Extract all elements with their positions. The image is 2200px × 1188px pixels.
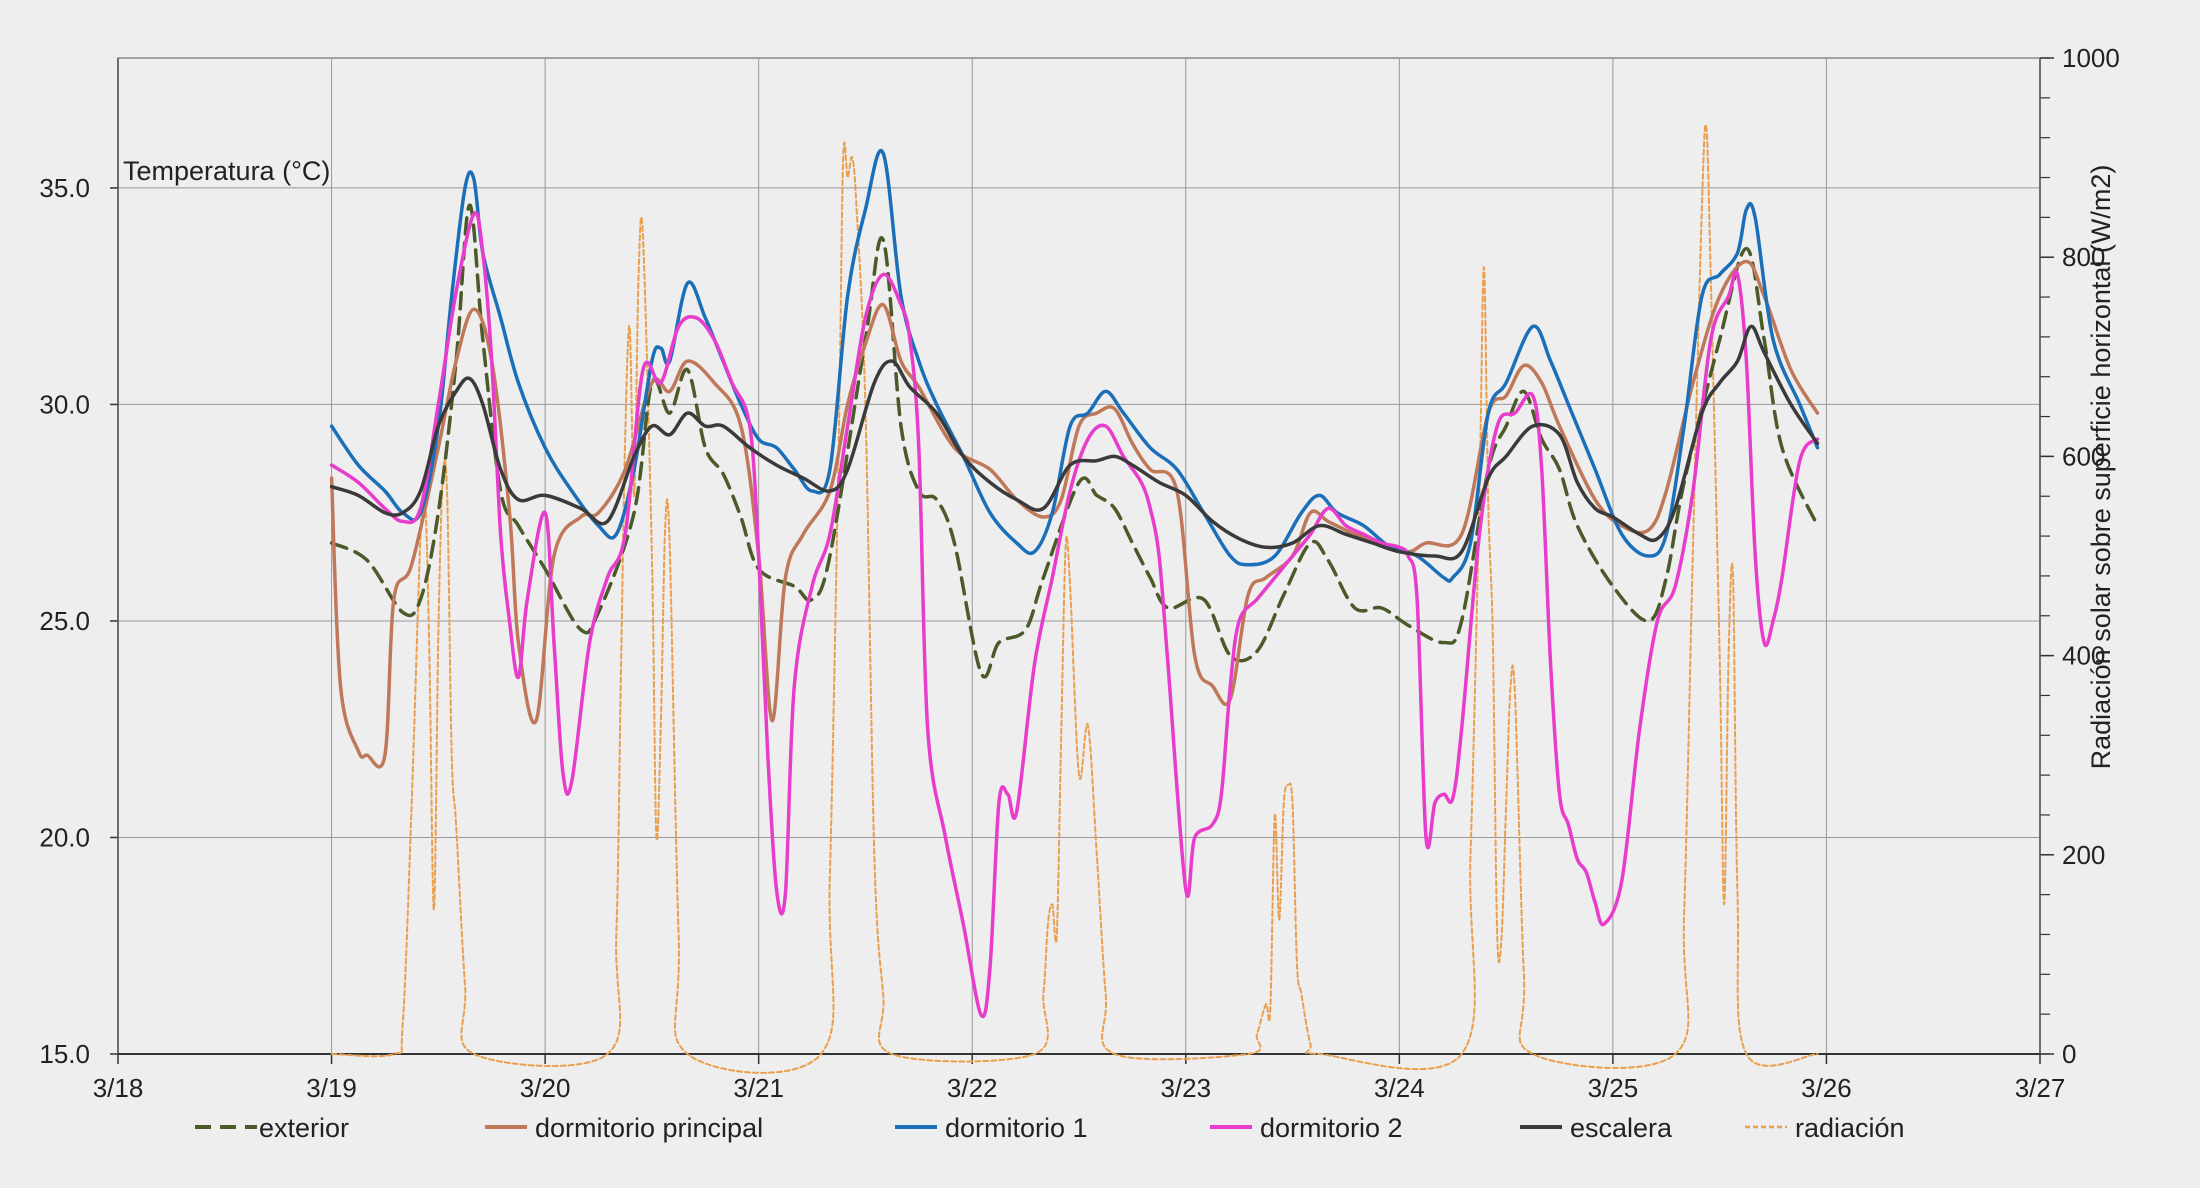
- legend-label-dormitorio-2: dormitorio 2: [1260, 1113, 1403, 1143]
- x-tick-label: 3/21: [733, 1073, 784, 1103]
- x-tick-label: 3/27: [2015, 1073, 2066, 1103]
- y2-tick-label: 1000: [2062, 43, 2120, 73]
- x-tick-label: 3/26: [1801, 1073, 1852, 1103]
- y2-axis-title: Radiación solar sobre superficie horizon…: [2086, 165, 2116, 770]
- y2-tick-label: 600: [2062, 441, 2105, 471]
- y-tick-label: 20.0: [39, 822, 90, 852]
- y-tick-label: 35.0: [39, 173, 90, 203]
- legend-label-exterior: exterior: [259, 1113, 349, 1143]
- y-tick-label: 15.0: [39, 1039, 90, 1069]
- x-tick-label: 3/24: [1374, 1073, 1425, 1103]
- series-line-dormitorio-1: [329, 148, 1820, 583]
- y2-tick-label: 400: [2062, 641, 2105, 671]
- x-tick-label: 3/20: [520, 1073, 571, 1103]
- legend-label-dormitorio-1: dormitorio 1: [945, 1113, 1088, 1143]
- axes: 3/18 3/19 3/20 3/21 3/22 3/23 3/24 3/25 3/26 3/27…: [39, 43, 2119, 1103]
- y2-tick-label: 800: [2062, 242, 2105, 272]
- legend-label-radiacion: radiación: [1795, 1113, 1905, 1143]
- y-tick-label: 30.0: [39, 389, 90, 419]
- series-line-escalera: [329, 324, 1820, 561]
- x-tick-label: 3/19: [306, 1073, 357, 1103]
- x-tick-label: 3/22: [947, 1073, 998, 1103]
- x-tick-label: 3/18: [93, 1073, 144, 1103]
- series-line-exterior: [329, 203, 1820, 679]
- plot-area: [117, 57, 2041, 1055]
- y2-tick-label: 200: [2062, 840, 2105, 870]
- legend: exterior dormitorio principal dormitorio 1…: [195, 1113, 1905, 1143]
- x-tick-label: 3/25: [1588, 1073, 1639, 1103]
- series-lines: [329, 123, 1820, 1074]
- series-line-dormitorio-2: [329, 210, 1820, 1019]
- x-tick-label: 3/23: [1160, 1073, 1211, 1103]
- y-axis-title: Temperatura (°C): [123, 156, 330, 186]
- legend-label-escalera: escalera: [1570, 1113, 1673, 1143]
- legend-label-dormitorio-principal: dormitorio principal: [535, 1113, 763, 1143]
- y2-tick-label: 0: [2062, 1039, 2076, 1069]
- series-line-radiacion: [330, 123, 1819, 1074]
- y-tick-label: 25.0: [39, 606, 90, 636]
